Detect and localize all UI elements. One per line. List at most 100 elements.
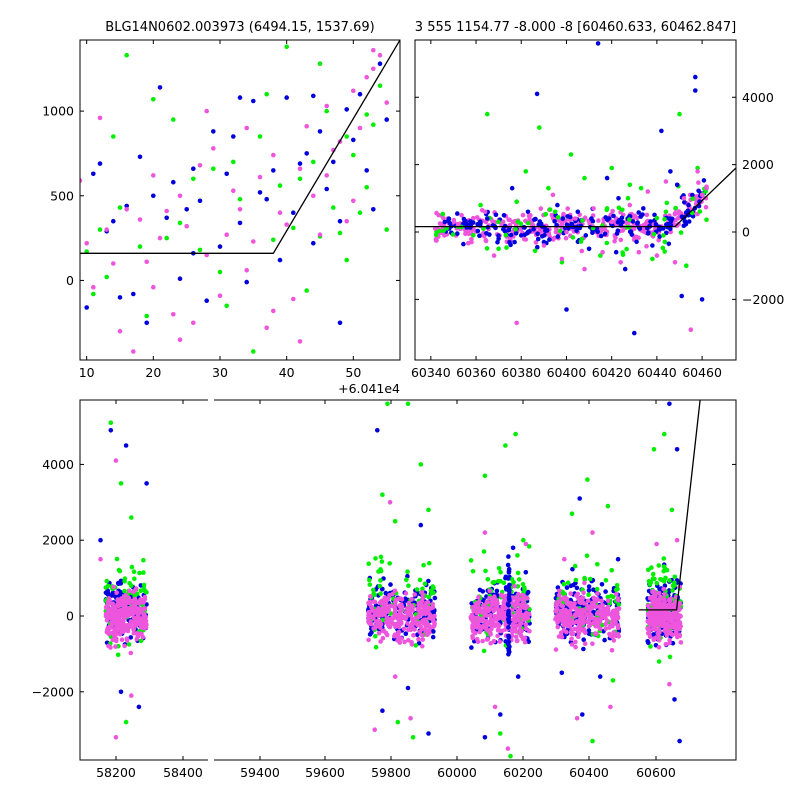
data-point-magenta — [420, 592, 426, 597]
data-point-magenta — [568, 612, 573, 617]
data-point-magenta — [417, 603, 423, 609]
data-point-green — [171, 117, 176, 122]
data-point-magenta — [126, 613, 131, 618]
data-point-magenta — [517, 627, 523, 632]
data-point-green — [661, 568, 666, 574]
data-point-magenta — [663, 641, 669, 647]
data-point-blue — [311, 240, 316, 246]
data-point-green — [513, 431, 518, 437]
data-point-magenta — [664, 621, 670, 627]
data-point-blue — [470, 220, 476, 225]
data-point-green — [496, 219, 501, 225]
data-point-magenta — [610, 612, 616, 618]
data-point-green — [483, 568, 488, 574]
data-point-magenta — [594, 631, 599, 637]
data-point-magenta — [612, 239, 617, 244]
data-point-magenta — [573, 639, 578, 645]
data-point-green — [104, 274, 109, 280]
data-point-magenta — [482, 612, 488, 618]
data-point-magenta — [459, 213, 464, 218]
data-point-magenta — [578, 598, 584, 604]
data-point-green — [648, 580, 654, 585]
data-point-magenta — [114, 624, 119, 630]
data-point-blue — [405, 573, 410, 579]
data-point-blue — [630, 219, 636, 224]
data-point-magenta — [110, 610, 115, 616]
data-point-magenta — [151, 284, 156, 290]
data-point-magenta — [109, 630, 114, 636]
data-point-magenta — [523, 626, 529, 631]
data-point-magenta — [581, 608, 587, 613]
data-point-magenta — [387, 500, 393, 505]
data-point-green — [380, 492, 385, 498]
data-point-blue — [110, 590, 116, 595]
data-point-magenta — [610, 618, 616, 624]
data-point-blue — [690, 192, 695, 198]
data-point-green — [277, 183, 283, 188]
panel-top-right: 60340 60360 60380 60400 60420 60440 60460 −2000… — [411, 20, 784, 380]
data-point-magenta — [476, 594, 481, 600]
data-point-blue — [569, 221, 574, 227]
data-point-blue — [297, 161, 303, 166]
data-point-magenta — [645, 189, 651, 194]
data-point-green — [427, 560, 432, 566]
points-layer — [80, 40, 400, 354]
data-point-magenta — [451, 217, 457, 223]
data-point-blue — [679, 214, 685, 219]
data-point-magenta — [436, 212, 441, 218]
data-point-magenta — [271, 152, 276, 158]
data-point-magenta — [562, 556, 567, 562]
data-point-blue — [668, 169, 673, 174]
data-point-magenta — [357, 125, 363, 131]
data-point-magenta — [482, 609, 487, 614]
data-point-magenta — [415, 620, 421, 625]
data-point-blue — [605, 217, 610, 223]
data-point-magenta — [408, 716, 413, 721]
x-tick-label: 60340 — [411, 365, 451, 380]
data-point-blue — [510, 545, 516, 551]
data-point-magenta — [409, 616, 415, 622]
data-point-green — [138, 638, 144, 644]
data-point-magenta — [399, 636, 404, 641]
data-point-blue — [505, 602, 511, 607]
data-point-blue — [567, 214, 573, 220]
data-point-green — [526, 220, 531, 226]
data-point-magenta — [244, 125, 249, 131]
data-point-magenta — [104, 227, 109, 232]
data-point-green — [364, 185, 370, 190]
data-point-magenta — [130, 608, 136, 614]
data-point-green — [646, 567, 651, 573]
data-point-magenta — [131, 630, 137, 636]
data-point-green — [661, 233, 666, 238]
data-point-magenta — [406, 600, 412, 606]
data-point-magenta — [141, 615, 146, 621]
data-point-magenta — [393, 599, 398, 605]
data-point-magenta — [615, 614, 620, 620]
data-point-blue — [111, 218, 116, 224]
y-tick-label: 2000 — [742, 157, 774, 172]
data-point-blue — [344, 107, 350, 112]
x-tick-label: 59400 — [240, 765, 280, 780]
data-point-green — [496, 566, 502, 571]
data-point-magenta — [657, 618, 662, 623]
data-point-magenta — [520, 212, 526, 218]
data-point-magenta — [405, 605, 410, 611]
data-point-green — [514, 199, 519, 204]
data-point-blue — [603, 589, 608, 594]
data-point-blue — [217, 244, 223, 249]
data-point-magenta — [557, 588, 562, 594]
x-tick-label: 59800 — [371, 765, 411, 780]
data-point-blue — [501, 213, 507, 218]
data-point-magenta — [473, 609, 478, 614]
data-point-magenta — [191, 320, 196, 326]
data-point-magenta — [141, 624, 146, 630]
data-point-magenta — [590, 616, 596, 621]
data-point-blue — [505, 641, 511, 646]
data-point-green — [441, 228, 447, 234]
data-point-magenta — [475, 604, 481, 609]
data-point-blue — [405, 685, 411, 691]
data-point-blue — [131, 291, 136, 297]
data-point-magenta — [502, 612, 507, 617]
data-point-magenta — [108, 645, 113, 650]
data-point-green — [413, 643, 419, 648]
